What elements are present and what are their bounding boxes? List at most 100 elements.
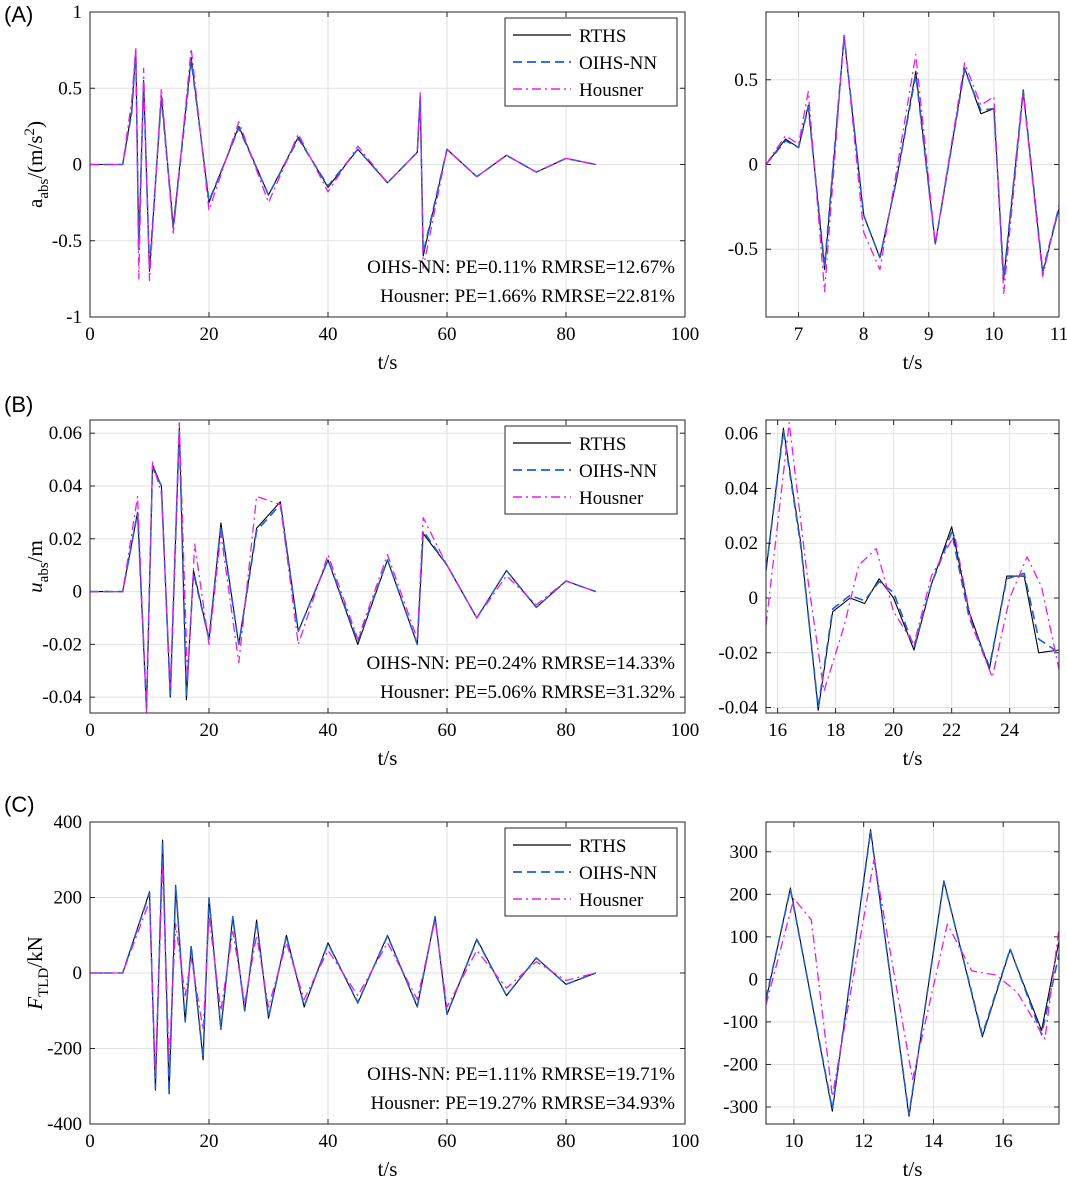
panel-c-zoom-x-tick-label: 12 <box>854 1131 873 1152</box>
panel-b-main-y-tick-label: 0.06 <box>49 423 82 444</box>
panel-c-zoom-series-housner <box>766 858 1059 1098</box>
panel-a-zoom-series-oihs-nn <box>766 34 1059 279</box>
panel-a-main-y-axis-label: aabs/(m/s2) <box>22 121 52 208</box>
panel-b-zoom-frame <box>765 419 1060 714</box>
panel-a-main-y-tick-label: -0.5 <box>52 231 82 252</box>
panel-c-main-series-housner <box>90 864 596 1076</box>
panel-b-main-y-tick-label: 0.02 <box>49 529 82 550</box>
panel-a-zoom-y-tick-label: 0 <box>749 155 759 176</box>
panel-c-main-x-tick-label: 0 <box>85 1131 95 1152</box>
panel-b-main-legend-label-0: RTHS <box>579 434 626 455</box>
panel-a-main-legend-label-0: RTHS <box>579 26 626 47</box>
panel-c-zoom-x-tick-label: 14 <box>924 1131 944 1152</box>
panel-b-main-axes: 0 20 40 60 80 100 -0.04 -0.02 0 0.02 0.04 0.06 <box>42 420 699 741</box>
panel-b-main-series-group <box>90 421 597 713</box>
panel-a-zoom-x-tick-label: 11 <box>1050 324 1067 345</box>
panel-a-main-annotation-0: OIHS-NN: PE=0.11% RMRSE=12.67% <box>367 257 675 278</box>
panel-c-zoom-y-tick-label: 0 <box>749 969 759 990</box>
panel-c-zoom-y-tick-label: -300 <box>723 1097 758 1118</box>
panel-c-main-annotation-0: OIHS-NN: PE=1.11% RMRSE=19.71% <box>367 1064 675 1085</box>
panel-c-main-legend: RTHS OIHS-NN Housner <box>504 827 678 917</box>
panel-c-zoom-x-tick-label: 10 <box>784 1131 803 1152</box>
panel-b-zoom-y-tick-label: 0.02 <box>725 533 758 554</box>
panel-b-zoom-x-tick-label: 18 <box>826 720 845 741</box>
panel-a-main-y-tick-label: 0 <box>73 155 83 176</box>
panel-a-main-x-tick-label: 0 <box>85 324 95 345</box>
panel-b-main-annotation-1: Housner: PE=5.06% RMRSE=31.32% <box>380 682 675 703</box>
panel-c-zoom-series-rths <box>766 829 1059 1117</box>
panel-a-main-x-tick-label: 100 <box>671 324 700 345</box>
panel-a-zoom-series-group <box>766 33 1059 294</box>
panel-c-main-x-tick-label: 20 <box>200 1131 219 1152</box>
panel-b-main-frame <box>89 419 686 714</box>
panel-b-main-x-tick-label: 100 <box>671 720 700 741</box>
panel-a-main-x-tick-label: 20 <box>200 324 219 345</box>
panel-a-main-legend: RTHS OIHS-NN Housner <box>504 17 678 107</box>
panel-a-main-y-tick-label: 1 <box>73 2 83 23</box>
panel-a-zoom-x-tick-label: 8 <box>859 324 869 345</box>
panel-b-main-annotation-0: OIHS-NN: PE=0.24% RMRSE=14.33% <box>366 653 675 674</box>
panel-a-zoom-y-tick-label: -0.5 <box>728 239 758 260</box>
panel-b-main-y-tick-label: -0.04 <box>42 687 82 708</box>
panel-b-main-y-tick-label: 0 <box>73 582 83 603</box>
panel-c-zoom-y-tick-label: 200 <box>730 884 759 905</box>
panel-b-main-legend: RTHS OIHS-NN Housner <box>504 425 678 515</box>
panel-b-zoom-x-tick-label: 24 <box>1000 720 1020 741</box>
panel-c-zoom-x-tick-label: 16 <box>994 1131 1013 1152</box>
panel-tag-b: (B) <box>4 392 34 417</box>
panel-a-main-series-housner <box>90 46 596 282</box>
panel-b-main-x-tick-label: 60 <box>438 720 457 741</box>
panel-c-main-annotation-1: Housner: PE=19.27% RMRSE=34.93% <box>371 1093 675 1114</box>
panel-a-main-legend-label-2: Housner <box>579 80 644 101</box>
panel-c-zoom-y-tick-label: -100 <box>723 1012 758 1033</box>
panel-a-zoom-frame <box>765 11 1060 318</box>
panel-c-zoom-series-oihs-nn <box>766 830 1059 1116</box>
panel-c-zoom-y-tick-label: -200 <box>723 1054 758 1075</box>
panel-b-zoom-x-axis-label: t/s <box>903 746 923 770</box>
panel-a-zoom-x-tick-label: 7 <box>794 324 804 345</box>
panel-a-zoom-axes: 7 8 9 10 11 -0.5 0 0.5 <box>728 12 1067 345</box>
panel-b-zoom-series-oihs-nn <box>766 430 1059 709</box>
panel-a-zoom-y-tick-label: 0.5 <box>734 70 758 91</box>
panel-b-zoom-y-tick-label: 0.06 <box>725 424 758 445</box>
panel-b-main-x-axis-label: t/s <box>378 746 398 770</box>
panel-a-main-x-tick-label: 60 <box>438 324 457 345</box>
panel-a-main-x-axis-label: t/s <box>378 350 398 374</box>
panel-b-zoom-x-tick-label: 16 <box>768 720 787 741</box>
panel-c-zoom-frame <box>765 821 1060 1125</box>
panel-b-main-x-tick-label: 40 <box>319 720 338 741</box>
panel-a-main-series-group <box>90 46 596 282</box>
panel-b-main-legend-label-2: Housner <box>579 488 644 509</box>
panel-b-main-x-tick-label: 80 <box>557 720 576 741</box>
panel-a-zoom-x-tick-label: 9 <box>924 324 934 345</box>
panel-c-zoom-y-tick-label: 100 <box>730 927 759 948</box>
panel-a-main-legend-label-1: OIHS-NN <box>579 53 657 74</box>
panel-c-main-x-axis-label: t/s <box>378 1157 398 1181</box>
panel-c-main-y-tick-label: 0 <box>73 963 83 984</box>
panel-b-main-x-tick-label: 0 <box>85 720 95 741</box>
panel-a-zoom-series-rths <box>766 36 1059 281</box>
panel-tag-c: (C) <box>4 792 35 817</box>
panel-a-main-y-tick-label: -1 <box>66 307 82 328</box>
panel-b-zoom-series-housner <box>766 422 1059 692</box>
panel-a-zoom-series-housner <box>766 33 1059 294</box>
panel-b-main-x-tick-label: 20 <box>200 720 219 741</box>
panel-a-main-frame <box>89 11 686 318</box>
panel-b-zoom-y-tick-label: 0.04 <box>725 478 759 499</box>
panel-b-main-y-tick-label: 0.04 <box>49 476 83 497</box>
panel-c-main-legend-label-0: RTHS <box>579 836 626 857</box>
panel-a-main-y-tick-label: 0.5 <box>58 78 82 99</box>
panel-c-main-y-tick-label: 400 <box>54 812 83 833</box>
panel-c-main-series-group <box>90 839 597 1095</box>
panel-b-zoom-y-tick-label: 0 <box>749 588 759 609</box>
panel-tag-a: (A) <box>4 2 34 27</box>
panel-c-main-y-axis-label: FTLD/kN <box>23 936 52 1011</box>
panel-c-main-x-tick-label: 40 <box>319 1131 338 1152</box>
panel-c-zoom-x-axis-label: t/s <box>903 1157 923 1181</box>
panel-c-main-x-tick-label: 100 <box>671 1131 700 1152</box>
panel-c-main-legend-label-1: OIHS-NN <box>579 863 657 884</box>
panel-c-main-x-tick-label: 60 <box>438 1131 457 1152</box>
panel-b-main-series-housner <box>90 421 597 713</box>
panel-b-main-y-axis-label: uabs/m <box>23 540 52 593</box>
